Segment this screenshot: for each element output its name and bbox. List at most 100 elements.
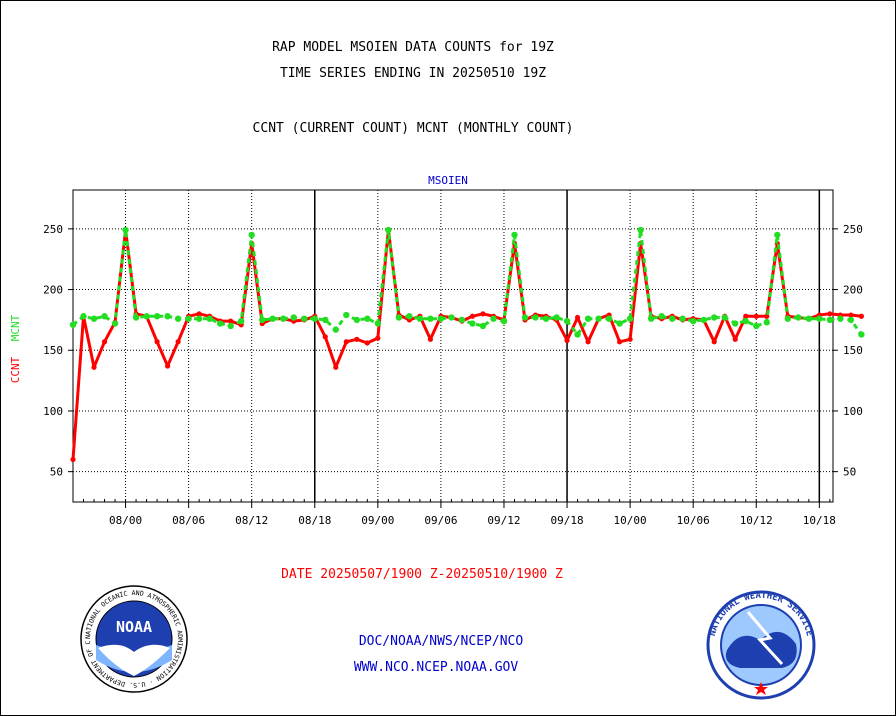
data-point-mcnt xyxy=(732,320,739,327)
data-point-mcnt xyxy=(237,317,245,325)
data-point-mcnt xyxy=(563,317,571,325)
data-point-mcnt xyxy=(795,314,802,321)
data-point-mcnt xyxy=(132,314,140,321)
data-point-mcnt xyxy=(500,317,508,325)
data-point-mcnt xyxy=(374,320,382,327)
data-point-ccnt xyxy=(91,364,97,370)
data-point-mcnt xyxy=(605,315,613,322)
data-point-mcnt xyxy=(311,315,318,322)
data-point-ccnt xyxy=(574,314,581,321)
y-tick-label-left: 50 xyxy=(50,466,63,479)
y-tick-label-right: 250 xyxy=(843,223,863,236)
data-point-mcnt xyxy=(280,315,287,322)
data-point-mcnt xyxy=(353,316,361,324)
data-point-mcnt xyxy=(406,313,413,320)
data-point-mcnt xyxy=(259,316,266,324)
data-point-mcnt xyxy=(122,226,129,234)
data-point-ccnt xyxy=(743,313,749,319)
x-tick-label: 10/06 xyxy=(677,514,710,527)
data-point-mcnt xyxy=(574,331,581,338)
y-axis-label: CCNT MCNT xyxy=(9,314,22,383)
data-point-ccnt xyxy=(469,313,476,319)
data-point-mcnt xyxy=(511,231,518,239)
data-point-mcnt xyxy=(248,231,255,239)
data-point-mcnt xyxy=(542,315,550,322)
series-line-ccnt xyxy=(71,228,862,460)
x-tick-label: 09/12 xyxy=(487,514,520,527)
data-point-ccnt xyxy=(617,339,623,345)
data-point-ccnt xyxy=(732,336,738,342)
data-point-mcnt xyxy=(301,315,308,322)
data-point-mcnt xyxy=(837,315,844,322)
x-tick-label: 10/12 xyxy=(740,514,773,527)
data-point-ccnt xyxy=(364,340,370,346)
data-point-mcnt xyxy=(385,226,392,234)
x-tick-label: 09/00 xyxy=(361,514,394,527)
data-point-ccnt xyxy=(333,364,339,370)
data-point-mcnt xyxy=(679,315,686,322)
data-point-mcnt xyxy=(153,313,161,320)
data-point-mcnt xyxy=(595,315,602,322)
data-point-ccnt xyxy=(627,336,633,342)
data-point-mcnt xyxy=(185,315,192,322)
x-tick-label: 10/18 xyxy=(803,514,836,527)
data-point-mcnt xyxy=(227,322,234,330)
data-point-mcnt xyxy=(816,315,823,322)
y-tick-label-right: 50 xyxy=(843,466,856,479)
data-point-mcnt xyxy=(469,320,476,327)
title-line-2: TIME SERIES ENDING IN 20250510 19Z xyxy=(280,66,546,81)
data-point-mcnt xyxy=(437,315,445,322)
data-point-mcnt xyxy=(616,320,623,327)
date-range-label: DATE 20250507/1900 Z-20250510/1900 Z xyxy=(281,567,563,582)
data-point-ccnt xyxy=(585,339,591,345)
data-point-ccnt xyxy=(165,363,171,369)
nws-logo: NATIONAL WEATHER SERVICE xyxy=(706,590,816,700)
y-axis-label-mcnt: MCNT xyxy=(9,314,22,341)
data-point-ccnt xyxy=(827,311,833,317)
data-point-mcnt xyxy=(416,315,424,322)
data-point-mcnt xyxy=(90,315,98,322)
data-point-mcnt xyxy=(753,322,760,330)
data-point-ccnt xyxy=(480,311,486,317)
x-tick-label: 08/06 xyxy=(172,514,205,527)
data-point-mcnt xyxy=(111,320,119,327)
data-point-mcnt xyxy=(637,226,644,234)
data-point-mcnt xyxy=(658,313,665,320)
data-point-mcnt xyxy=(553,314,560,321)
data-point-mcnt xyxy=(668,315,676,322)
data-point-ccnt xyxy=(564,337,570,344)
data-point-mcnt xyxy=(164,313,171,320)
nws-star-icon xyxy=(754,682,768,695)
data-point-mcnt xyxy=(584,315,592,322)
title-line-3: CCNT (CURRENT COUNT) MCNT (MONTHLY COUNT… xyxy=(253,121,574,136)
x-tick-label: 08/00 xyxy=(109,514,142,527)
data-point-ccnt xyxy=(175,339,181,345)
data-point-mcnt xyxy=(290,314,297,321)
data-point-ccnt xyxy=(711,339,717,345)
tick-labels: 50 50 100 100 150 150 200 200 250 250 08/00 08/06 08… xyxy=(43,223,863,527)
data-point-ccnt xyxy=(196,311,202,317)
data-point-mcnt xyxy=(721,314,728,321)
data-point-mcnt xyxy=(269,315,276,322)
x-tick-label: 10/00 xyxy=(614,514,647,527)
data-point-mcnt xyxy=(174,315,182,322)
plot-border xyxy=(72,189,834,503)
data-point-mcnt xyxy=(143,313,150,320)
data-point-mcnt xyxy=(689,317,697,325)
data-point-mcnt xyxy=(479,322,487,330)
data-point-ccnt xyxy=(70,456,76,463)
data-point-mcnt xyxy=(711,314,718,321)
data-point-ccnt xyxy=(427,336,433,342)
data-point-mcnt xyxy=(805,315,813,322)
data-point-ccnt xyxy=(848,312,854,318)
x-tick-label: 08/18 xyxy=(298,514,331,527)
data-point-mcnt xyxy=(195,315,203,322)
y-tick-label-left: 100 xyxy=(43,405,63,418)
data-point-mcnt xyxy=(742,317,749,325)
data-point-mcnt xyxy=(101,313,108,320)
grid-lines xyxy=(73,190,833,502)
y-tick-label-left: 150 xyxy=(43,344,63,357)
data-point-mcnt xyxy=(69,321,77,328)
data-point-mcnt xyxy=(364,315,371,322)
